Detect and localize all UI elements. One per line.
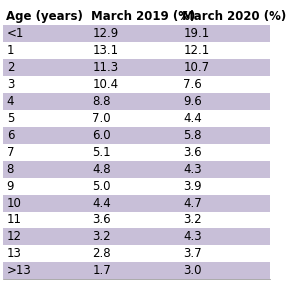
Text: 19.1: 19.1 bbox=[183, 27, 209, 40]
Text: 10.4: 10.4 bbox=[92, 78, 119, 91]
Text: 9.6: 9.6 bbox=[183, 95, 202, 108]
Bar bbox=[3, 245, 88, 262]
Bar bbox=[88, 245, 179, 262]
Text: <1: <1 bbox=[7, 27, 24, 40]
Text: 9: 9 bbox=[7, 180, 14, 193]
Bar bbox=[3, 76, 88, 93]
Bar bbox=[88, 93, 179, 110]
Bar bbox=[179, 245, 270, 262]
Bar bbox=[3, 262, 88, 279]
Text: 4.4: 4.4 bbox=[92, 197, 111, 210]
Text: >13: >13 bbox=[7, 264, 32, 277]
Text: 11.3: 11.3 bbox=[92, 61, 119, 74]
Text: 5.0: 5.0 bbox=[92, 180, 111, 193]
Text: 3.6: 3.6 bbox=[92, 213, 111, 226]
Text: 7.6: 7.6 bbox=[183, 78, 202, 91]
Bar bbox=[3, 42, 88, 59]
Bar bbox=[3, 110, 88, 127]
Text: 6: 6 bbox=[7, 129, 14, 142]
Text: 11: 11 bbox=[7, 213, 22, 226]
Bar bbox=[179, 25, 270, 42]
Bar bbox=[3, 161, 88, 178]
Bar bbox=[88, 110, 179, 127]
Bar bbox=[88, 8, 179, 25]
Bar bbox=[88, 161, 179, 178]
Bar bbox=[88, 127, 179, 144]
Bar bbox=[179, 93, 270, 110]
Text: 3.9: 3.9 bbox=[183, 180, 202, 193]
Text: 3: 3 bbox=[7, 78, 14, 91]
Text: 7: 7 bbox=[7, 146, 14, 159]
Bar bbox=[88, 42, 179, 59]
Text: 12: 12 bbox=[7, 230, 22, 243]
Text: 10: 10 bbox=[7, 197, 22, 210]
Text: 5.1: 5.1 bbox=[92, 146, 111, 159]
Bar bbox=[179, 59, 270, 76]
Text: March 2020 (%): March 2020 (%) bbox=[182, 10, 286, 23]
Text: 4: 4 bbox=[7, 95, 14, 108]
Bar bbox=[179, 195, 270, 212]
Bar bbox=[3, 8, 88, 25]
Text: 4.3: 4.3 bbox=[183, 230, 202, 243]
Text: 12.9: 12.9 bbox=[92, 27, 119, 40]
Bar bbox=[3, 127, 88, 144]
Bar bbox=[3, 195, 88, 212]
Text: 4.7: 4.7 bbox=[183, 197, 202, 210]
Bar bbox=[179, 144, 270, 161]
Bar bbox=[88, 144, 179, 161]
Text: 4.3: 4.3 bbox=[183, 163, 202, 176]
Text: 7.0: 7.0 bbox=[92, 112, 111, 125]
Text: 6.0: 6.0 bbox=[92, 129, 111, 142]
Text: 4.8: 4.8 bbox=[92, 163, 111, 176]
Text: March 2019 (%): March 2019 (%) bbox=[92, 10, 196, 23]
Text: 4.4: 4.4 bbox=[183, 112, 202, 125]
Text: 5.8: 5.8 bbox=[183, 129, 202, 142]
Bar bbox=[3, 144, 88, 161]
Bar bbox=[3, 93, 88, 110]
Bar bbox=[88, 262, 179, 279]
Text: 13: 13 bbox=[7, 247, 22, 260]
Bar bbox=[3, 212, 88, 228]
Bar bbox=[179, 161, 270, 178]
Text: 8.8: 8.8 bbox=[92, 95, 111, 108]
Bar bbox=[3, 228, 88, 245]
Bar bbox=[179, 178, 270, 195]
Bar bbox=[88, 228, 179, 245]
Bar bbox=[3, 25, 88, 42]
Text: Age (years): Age (years) bbox=[6, 10, 83, 23]
Bar bbox=[179, 212, 270, 228]
Bar bbox=[88, 76, 179, 93]
Text: 2.8: 2.8 bbox=[92, 247, 111, 260]
Bar bbox=[88, 212, 179, 228]
Bar bbox=[88, 178, 179, 195]
Bar bbox=[88, 59, 179, 76]
Bar bbox=[3, 59, 88, 76]
Text: 3.0: 3.0 bbox=[183, 264, 202, 277]
Text: 2: 2 bbox=[7, 61, 14, 74]
Bar bbox=[88, 195, 179, 212]
Text: 3.7: 3.7 bbox=[183, 247, 202, 260]
Text: 3.2: 3.2 bbox=[183, 213, 202, 226]
Text: 1.7: 1.7 bbox=[92, 264, 111, 277]
Bar bbox=[179, 262, 270, 279]
Text: 1: 1 bbox=[7, 44, 14, 57]
Text: 13.1: 13.1 bbox=[92, 44, 119, 57]
Bar bbox=[179, 76, 270, 93]
Bar bbox=[88, 25, 179, 42]
Bar bbox=[179, 110, 270, 127]
Bar bbox=[179, 42, 270, 59]
Text: 3.6: 3.6 bbox=[183, 146, 202, 159]
Bar bbox=[179, 8, 270, 25]
Text: 3.2: 3.2 bbox=[92, 230, 111, 243]
Bar bbox=[3, 178, 88, 195]
Text: 10.7: 10.7 bbox=[183, 61, 209, 74]
Text: 8: 8 bbox=[7, 163, 14, 176]
Bar bbox=[179, 127, 270, 144]
Text: 12.1: 12.1 bbox=[183, 44, 209, 57]
Bar bbox=[179, 228, 270, 245]
Text: 5: 5 bbox=[7, 112, 14, 125]
